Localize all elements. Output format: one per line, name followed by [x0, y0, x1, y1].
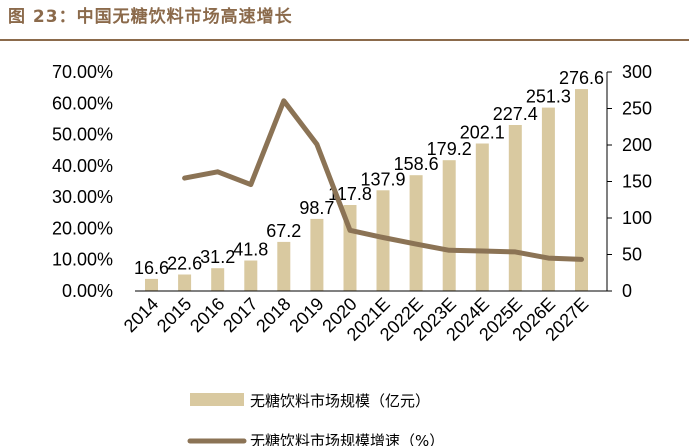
bar-label-2026E: 251.3 — [526, 87, 571, 107]
growth-line — [182, 98, 584, 262]
bar-label-2015: 22.6 — [167, 254, 202, 274]
bar-2021E — [376, 190, 390, 291]
right-tick-label: 300 — [622, 62, 652, 82]
right-tick-label: 250 — [622, 99, 652, 119]
bar-2024E — [475, 143, 489, 291]
bar-2015 — [178, 274, 192, 291]
bar-2022E — [409, 175, 423, 291]
left-tick-label: 60.00% — [52, 93, 113, 113]
left-tick-label: 40.00% — [52, 156, 113, 176]
bar-2025E — [508, 125, 522, 291]
left-tick-label: 10.00% — [52, 250, 113, 270]
line-series — [182, 98, 584, 262]
bar-label-2022E: 158.6 — [394, 154, 439, 174]
right-tick-label: 100 — [622, 208, 652, 228]
bar-label-2024E: 202.1 — [460, 123, 505, 143]
left-tick-label: 30.00% — [52, 187, 113, 207]
bar-2014 — [145, 278, 158, 291]
right-tick-label: 200 — [622, 135, 652, 155]
figure-title: 图 23：中国无糖饮料市场高速增长 — [8, 7, 293, 27]
bar-label-2025E: 227.4 — [493, 104, 538, 124]
left-tick-label: 0.00% — [62, 281, 113, 301]
bar-label-2021E: 137.9 — [360, 169, 405, 189]
x-axis: 20142015201620172018201920202021E2022E20… — [120, 290, 607, 345]
left-tick-label: 20.00% — [52, 218, 113, 238]
x-tick-label: 2015 — [153, 294, 195, 336]
left-axis: 0.00% 10.00% 20.00% 30.00% 40.00% 50.00% 60.00… — [52, 62, 113, 301]
bar-2026E — [541, 107, 555, 291]
x-tick-label: 2019 — [285, 294, 327, 336]
x-tick-label: 2017 — [219, 294, 261, 336]
bar-label-2019: 98.7 — [299, 198, 334, 218]
bar-label-2023E: 179.2 — [427, 139, 472, 159]
bar-label-2014: 16.6 — [134, 258, 169, 278]
bar-2019 — [310, 218, 324, 291]
legend: 无糖饮料市场规模（亿元） 无糖饮料市场规模增速（%） — [187, 392, 444, 446]
legend-bar-swatch — [190, 393, 244, 406]
bar-2018 — [277, 241, 291, 291]
bar-2023E — [442, 160, 456, 291]
left-tick-label: 50.00% — [52, 125, 113, 145]
bar-data-labels: 16.622.631.241.867.298.7117.8137.9158.61… — [134, 68, 604, 278]
bar-2017 — [244, 260, 258, 291]
right-axis: 0 50 100 150 200 250 300 — [606, 62, 652, 301]
bar-2016 — [211, 268, 225, 291]
bar-label-2027E: 276.6 — [559, 68, 604, 88]
legend-line-label: 无糖饮料市场规模增速（%） — [250, 432, 444, 446]
bar-2027E — [575, 89, 588, 291]
left-tick-label: 70.00% — [52, 62, 113, 82]
x-tick-label: 2018 — [252, 294, 294, 336]
bar-label-2017: 41.8 — [233, 240, 268, 260]
right-tick-label: 50 — [622, 245, 642, 265]
right-tick-label: 150 — [622, 172, 652, 192]
x-tick-label: 2016 — [186, 294, 228, 336]
right-tick-label: 0 — [622, 281, 632, 301]
bar-label-2016: 31.2 — [200, 247, 235, 267]
legend-bar-label: 无糖饮料市场规模（亿元） — [250, 392, 430, 410]
title-divider — [0, 39, 689, 41]
bar-label-2018: 67.2 — [266, 221, 301, 241]
x-tick-label: 2014 — [120, 294, 162, 336]
